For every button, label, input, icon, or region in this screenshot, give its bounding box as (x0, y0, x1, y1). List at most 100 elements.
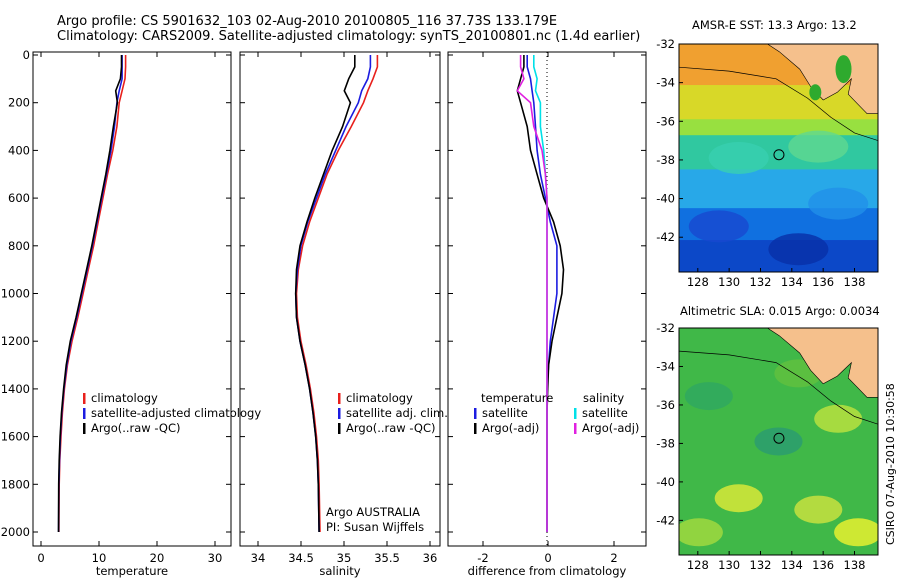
lat-tick-label: -42 (656, 230, 675, 244)
sst-band (679, 119, 878, 137)
sst-map-title: AMSR-E SST: 13.3 Argo: 13.2 (692, 18, 857, 32)
diff-legend-sal-label: Argo(-adj) (582, 421, 639, 435)
sla-map-title: Altimetric SLA: 0.015 Argo: 0.0034 (680, 304, 880, 318)
shelf-contour (679, 350, 878, 425)
lon-tick-label: 136 (812, 558, 834, 572)
sst-blob (688, 210, 749, 243)
coastal-green (809, 84, 822, 101)
sst-blob (708, 142, 769, 174)
ytick-label: 1800 (1, 477, 30, 491)
ytick-label: 2000 (1, 525, 30, 539)
lat-tick-label: -36 (656, 398, 675, 412)
panel-0-series-satellite-adjusted-climatology (57, 55, 123, 533)
coastal-green (835, 55, 852, 84)
sst-blob (808, 187, 869, 220)
credit-stamp: CSIRO 07-Aug-2010 10:30:58 (884, 383, 897, 545)
lat-tick-label: -38 (656, 436, 675, 450)
lat-tick-label: -36 (656, 114, 675, 128)
ytick-label: 1400 (1, 382, 30, 396)
diff-legend-temp-label: Argo(-adj) (482, 421, 539, 435)
lat-tick-label: -42 (656, 513, 675, 527)
ytick-label: 200 (8, 96, 30, 110)
sla-blob (794, 495, 843, 524)
sal-legend-swatch (338, 423, 341, 434)
lat-tick-label: -40 (656, 475, 675, 489)
panel-2-xtick-label: 2 (610, 551, 617, 565)
lon-tick-label: 130 (718, 275, 740, 289)
temp-legend-swatch (83, 393, 86, 404)
float-position-marker (773, 149, 785, 161)
lat-tick-label: -32 (656, 37, 675, 51)
lat-tick-label: -34 (656, 76, 675, 90)
lon-tick-label: 128 (687, 558, 709, 572)
ytick-label: 1000 (1, 287, 30, 301)
sst-blob (788, 130, 849, 163)
sla-blob (754, 427, 803, 456)
figure-title-line1: Argo profile: CS 5901632_103 02-Aug-2010… (57, 14, 558, 29)
argo-australia-label: Argo AUSTRALIA (326, 505, 420, 519)
sla-blob (814, 404, 863, 433)
lon-tick-label: 128 (687, 275, 709, 289)
sla-blob (679, 518, 723, 547)
lon-tick-label: 138 (844, 275, 866, 289)
lon-tick-label: 132 (750, 275, 772, 289)
sal-legend-swatch (338, 408, 341, 419)
lon-tick-label: 132 (750, 558, 772, 572)
map-1-field (679, 328, 878, 555)
panel-1-frame (239, 51, 441, 547)
temp-legend-swatch (83, 423, 86, 434)
ytick-label: 0 (23, 48, 30, 62)
panel-1-xtick-label: 34 (251, 551, 266, 565)
sal-legend-label: climatology (346, 391, 413, 405)
panel-1-xtick-label: 36 (423, 551, 438, 565)
panel-1-series-argo---raw--qc- (294, 55, 356, 533)
diff-legend-sal-swatch (574, 423, 577, 434)
sst-band (679, 135, 878, 171)
diff-legend-temp-label: satellite (482, 406, 528, 420)
land-mass (679, 328, 878, 398)
panel-0-xtick-label: 30 (208, 551, 223, 565)
lat-tick-label: -34 (656, 359, 675, 373)
lon-tick-label: 134 (781, 275, 803, 289)
lat-tick-label: -38 (656, 153, 675, 167)
lon-tick-label: 130 (718, 558, 740, 572)
ytick-label: 1200 (1, 334, 30, 348)
lon-tick-label: 138 (844, 558, 866, 572)
panel-1-xtick-label: 34.5 (288, 551, 314, 565)
panel-0-xtick-label: 20 (150, 551, 165, 565)
diff-legend-sal-label: satellite (582, 406, 628, 420)
sal-legend-label: Argo(..raw -QC) (346, 421, 436, 435)
sal-legend-swatch (338, 393, 341, 404)
shelf-contour (679, 66, 878, 141)
figure-title-line2: Climatology: CARS2009. Satellite-adjuste… (57, 29, 641, 44)
panel-1-xtick-label: 35.5 (374, 551, 400, 565)
temp-legend-label: Argo(..raw -QC) (91, 421, 181, 435)
panel-1-xtick-label: 35 (337, 551, 352, 565)
panel-2-xlabel: difference from climatology (468, 564, 627, 578)
panel-0-xlabel: temperature (96, 564, 168, 578)
panel-0-xtick-label: 10 (92, 551, 107, 565)
ytick-label: 1600 (1, 430, 30, 444)
sal-legend-label: satellite adj. clim. (346, 406, 448, 420)
panel-1-xlabel: salinity (319, 564, 360, 578)
pi-label: PI: Susan Wijffels (326, 520, 424, 534)
map-0-field (679, 44, 878, 272)
panel-1-series-climatology (295, 55, 379, 533)
sla-blob (834, 518, 878, 547)
ytick-label: 600 (8, 191, 30, 205)
sla-blob (684, 382, 733, 411)
panel-0-xtick-label: 0 (37, 551, 44, 565)
panel-2-series-argo--adj- (516, 55, 548, 532)
ytick-label: 800 (8, 239, 30, 253)
panel-0-frame (32, 51, 232, 547)
diff-legend-temp-swatch (474, 423, 477, 434)
lat-tick-label: -32 (656, 321, 675, 335)
sla-blob (714, 484, 763, 513)
diff-legend-heading-temp: temperature (481, 391, 553, 405)
sst-band (679, 85, 878, 121)
panel-1-series-satellite-adj--clim- (294, 55, 372, 533)
panel-2-xtick-label: -2 (477, 551, 488, 565)
panel-2-series-satellite (526, 55, 558, 532)
sst-blob (768, 233, 829, 266)
